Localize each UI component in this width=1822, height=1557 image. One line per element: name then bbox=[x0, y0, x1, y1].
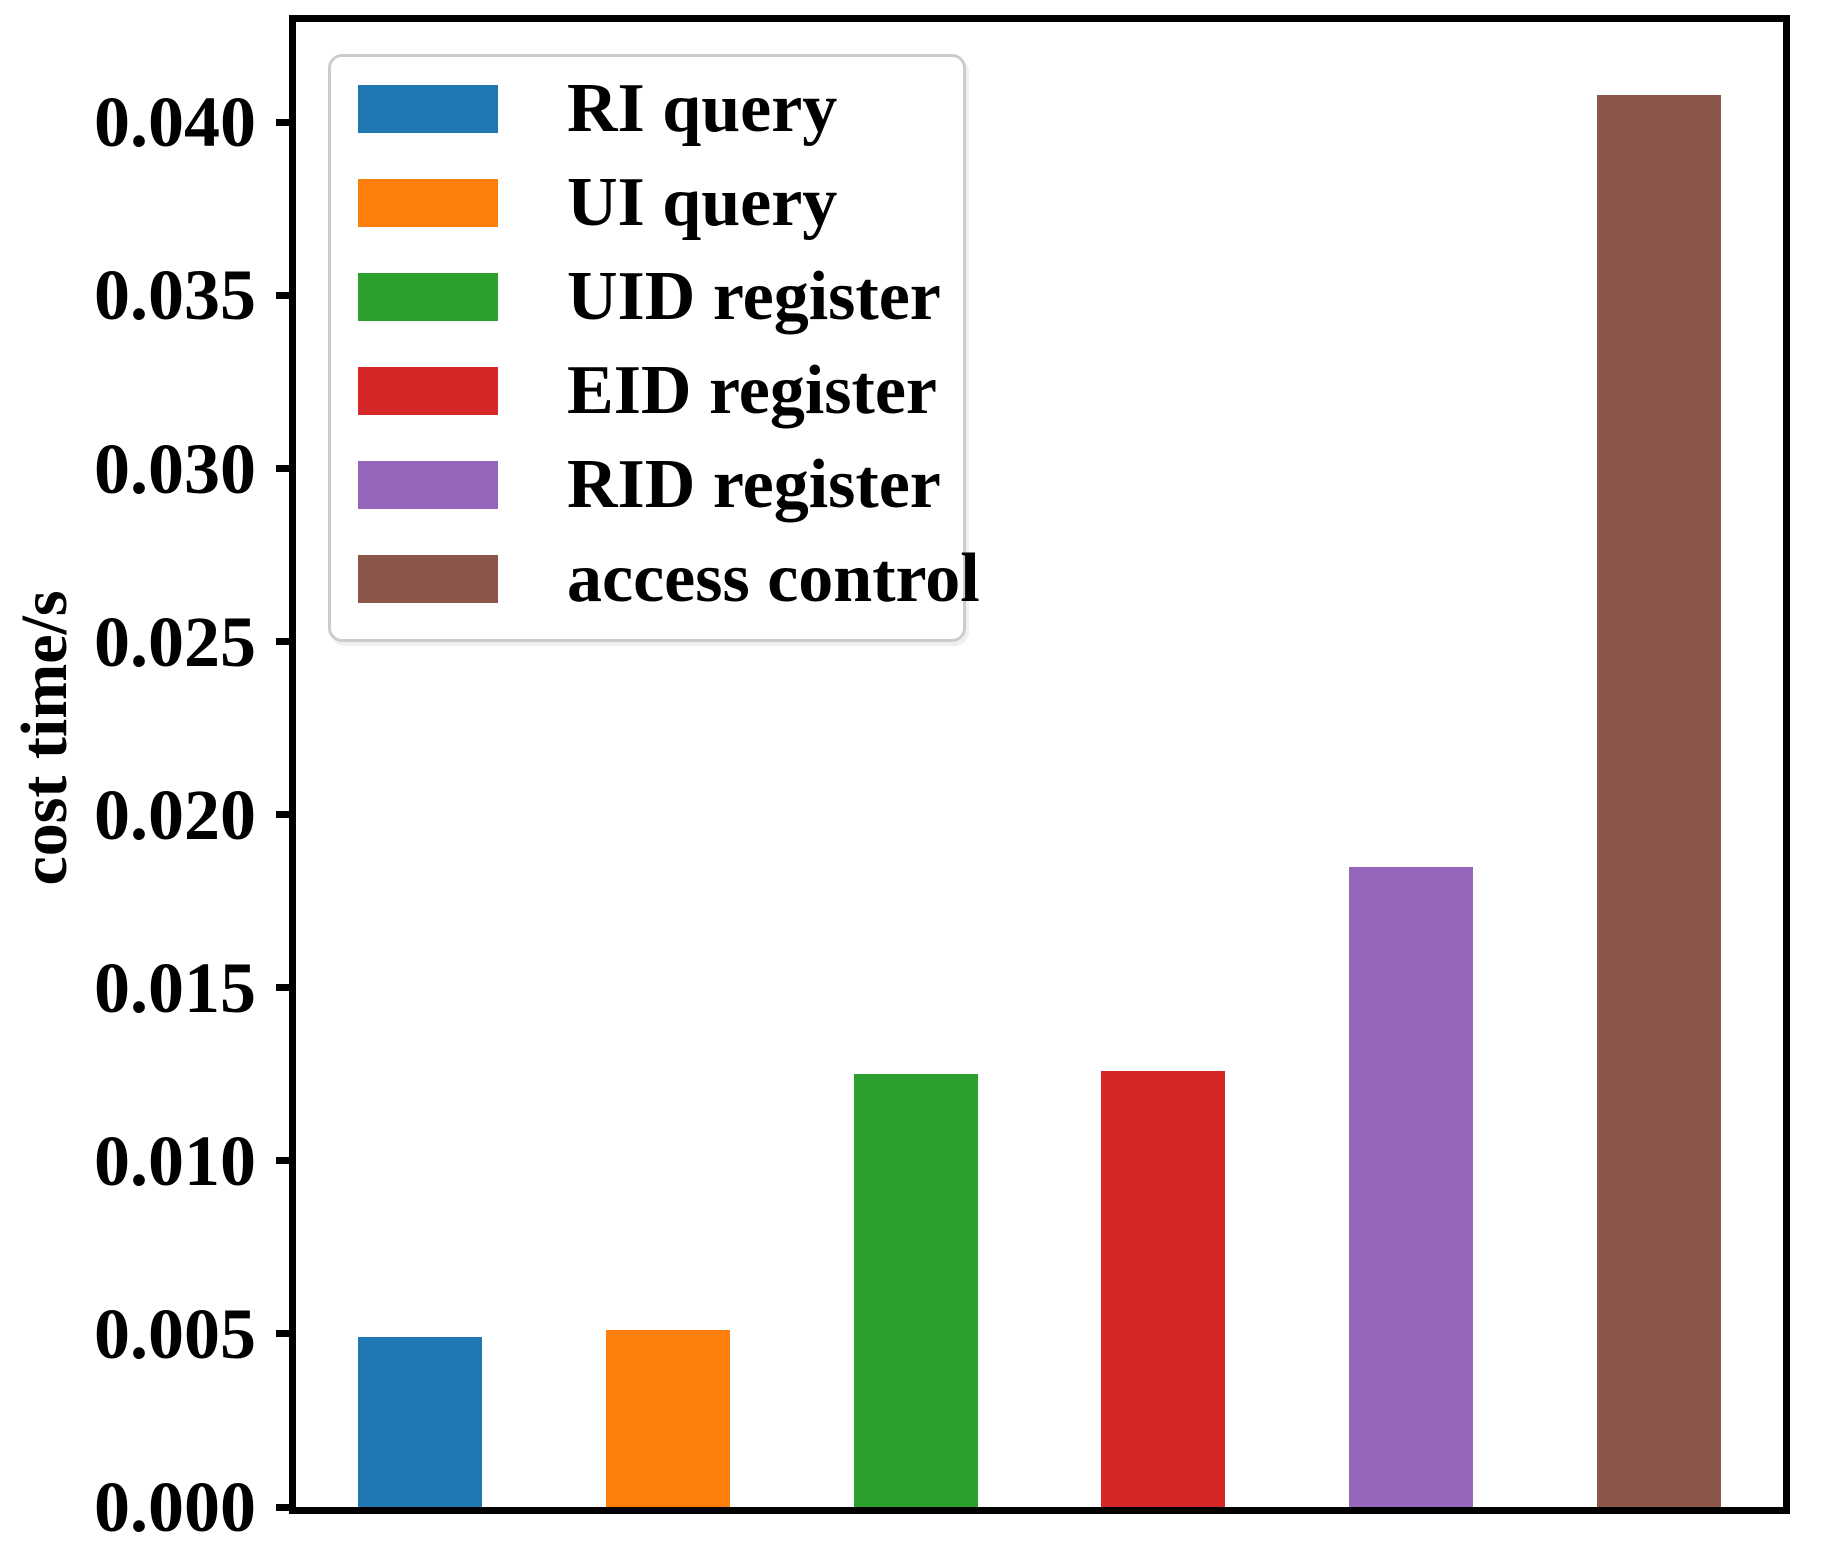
legend-item: UI query bbox=[358, 167, 943, 239]
legend-label: EID register bbox=[567, 352, 937, 429]
legend-swatch bbox=[358, 85, 498, 133]
y-tick-label: 0.030 bbox=[94, 428, 256, 509]
y-tick-mark bbox=[276, 984, 296, 992]
legend-item: RI query bbox=[358, 73, 943, 145]
legend-item: RID register bbox=[358, 449, 943, 521]
y-tick-mark bbox=[276, 118, 296, 126]
y-tick-mark bbox=[276, 1503, 296, 1511]
bar-ri-query bbox=[357, 1337, 482, 1507]
legend-label: UI query bbox=[567, 164, 838, 241]
bar-access-control bbox=[1597, 94, 1722, 1507]
y-tick-mark bbox=[276, 1330, 296, 1338]
y-tick-label: 0.020 bbox=[94, 774, 256, 855]
legend-swatch bbox=[358, 461, 498, 509]
bar-ui-query bbox=[605, 1330, 730, 1507]
y-tick-label: 0.040 bbox=[94, 82, 256, 163]
legend-label: RID register bbox=[567, 446, 941, 523]
y-tick-mark bbox=[276, 291, 296, 299]
legend-swatch bbox=[358, 179, 498, 227]
y-tick-mark bbox=[276, 465, 296, 473]
legend-label: access control bbox=[567, 540, 980, 617]
y-tick-mark bbox=[276, 638, 296, 646]
bar-rid-register bbox=[1349, 866, 1474, 1507]
y-tick-mark bbox=[276, 1157, 296, 1165]
legend-swatch bbox=[358, 367, 498, 415]
y-tick-label: 0.025 bbox=[94, 601, 256, 682]
legend-swatch bbox=[358, 555, 498, 603]
legend-item: UID register bbox=[358, 261, 943, 333]
y-tick-mark bbox=[276, 811, 296, 819]
legend: RI query UI query UID register EID register… bbox=[328, 54, 980, 642]
bars-container bbox=[296, 22, 1783, 1507]
y-tick-label: 0.000 bbox=[94, 1467, 256, 1547]
bar-uid-register bbox=[853, 1074, 978, 1507]
legend-label: UID register bbox=[567, 258, 941, 335]
legend-item: EID register bbox=[358, 355, 943, 427]
bar-eid-register bbox=[1101, 1070, 1226, 1507]
y-tick-label: 0.010 bbox=[94, 1120, 256, 1201]
y-tick-label: 0.005 bbox=[94, 1293, 256, 1374]
legend-item: access control bbox=[358, 543, 980, 615]
legend-swatch bbox=[358, 273, 498, 321]
plot-area bbox=[289, 15, 1790, 1514]
y-tick-label: 0.035 bbox=[94, 255, 256, 336]
y-tick-label: 0.015 bbox=[94, 947, 256, 1028]
legend-label: RI query bbox=[567, 70, 838, 147]
